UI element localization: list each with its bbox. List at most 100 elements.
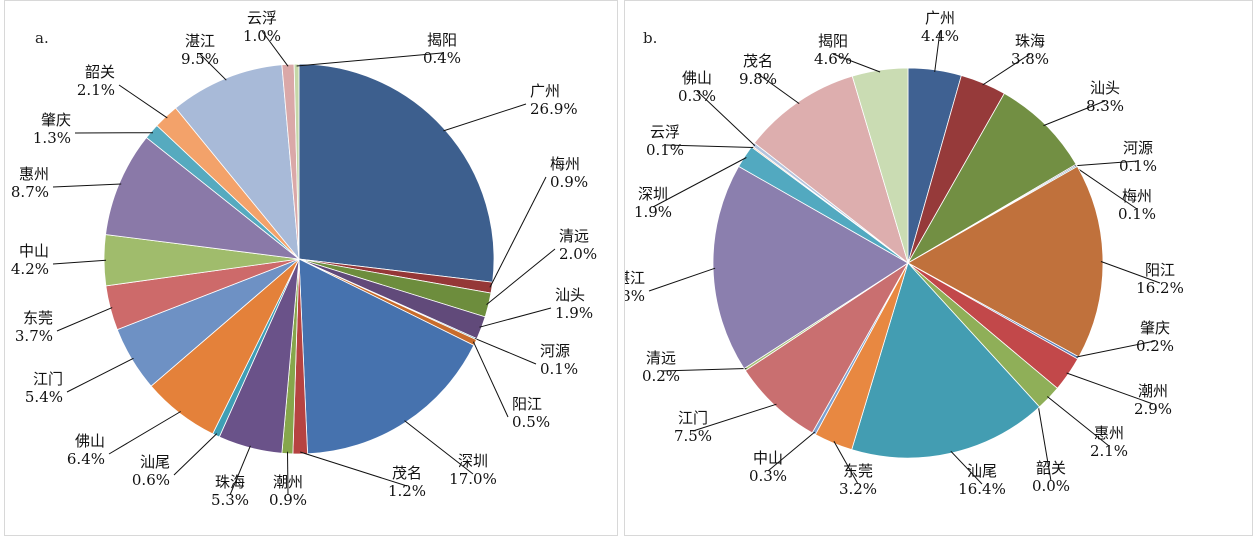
slice-b-4-value-label: 0.1% bbox=[1118, 205, 1156, 223]
slice-b-11-name-label: 东莞 bbox=[843, 462, 873, 480]
slice-b-14-value-label: 0.2% bbox=[642, 367, 680, 385]
slice-b-18-name-label: 佛山 bbox=[682, 69, 712, 87]
slice-b-3-name-label: 河源 bbox=[1123, 139, 1153, 157]
slice-a-14-name-label: 中山 bbox=[19, 242, 49, 260]
slice-a-15-name-label: 惠州 bbox=[19, 165, 49, 183]
slice-b-16-name-label: 深圳 bbox=[638, 185, 668, 203]
slice-b-17-name-label: 云浮 bbox=[650, 123, 680, 141]
slice-a-12-leader-line bbox=[66, 357, 134, 393]
slice-b-14-name-label: 清远 bbox=[646, 349, 676, 367]
slice-a-1-name-label: 梅州 bbox=[550, 155, 580, 173]
slice-b-15-value-label: 17.3% bbox=[625, 287, 645, 305]
slice-b-5-name-label: 阳江 bbox=[1145, 261, 1175, 279]
slice-a-11-leader-line bbox=[108, 411, 181, 455]
slice-a-6 bbox=[298, 258, 475, 455]
slice-b-15 bbox=[712, 165, 909, 370]
slice-b-19-leader-line bbox=[757, 73, 800, 105]
slice-a-4-leader-line bbox=[474, 337, 537, 365]
slice-a-17-name-label: 韶关 bbox=[85, 63, 115, 81]
slice-b-17-value-label: 0.1% bbox=[646, 141, 684, 159]
slice-b-20-leader-line bbox=[832, 53, 881, 73]
slice-b-2 bbox=[906, 92, 1077, 265]
slice-b-9-leader-line bbox=[1037, 405, 1052, 482]
slice-a-20 bbox=[293, 63, 300, 260]
slice-a-8-value-label: 0.9% bbox=[269, 491, 307, 509]
slice-b-0-leader-line bbox=[934, 30, 941, 72]
slice-b-1-leader-line bbox=[982, 53, 1031, 86]
slice-b-16-leader-line bbox=[652, 157, 747, 208]
slice-a-13-leader-line bbox=[56, 307, 113, 332]
slice-a-11-name-label: 佛山 bbox=[75, 432, 105, 450]
slice-a-2-name-label: 清远 bbox=[559, 227, 589, 245]
slice-a-4-name-label: 河源 bbox=[540, 342, 570, 360]
slice-b-3-leader-line bbox=[1074, 160, 1139, 167]
slice-a-14-value-label: 4.2% bbox=[11, 260, 49, 278]
slice-a-18-leader-line bbox=[199, 53, 227, 81]
slice-b-11-leader-line bbox=[833, 440, 859, 485]
slice-a-12-name-label: 江门 bbox=[33, 370, 63, 388]
slice-b-5-value-label: 16.2% bbox=[1136, 279, 1184, 297]
slice-b-14-leader-line bbox=[660, 368, 747, 372]
slice-a-20-value-label: 0.4% bbox=[423, 49, 461, 67]
slice-b-10 bbox=[851, 262, 1041, 459]
slice-b-12-leader-line bbox=[767, 431, 816, 472]
slice-a-18-name-label: 湛江 bbox=[185, 32, 215, 50]
slice-a-1-value-label: 0.9% bbox=[550, 173, 588, 191]
slice-a-15-value-label: 8.7% bbox=[11, 183, 49, 201]
slice-a-19-name-label: 云浮 bbox=[247, 9, 277, 27]
slice-a-19-value-label: 1.0% bbox=[243, 27, 281, 45]
slice-a-8-name-label: 潮州 bbox=[273, 473, 303, 491]
slice-b-9-name-label: 韶关 bbox=[1036, 459, 1066, 477]
slice-b-19-name-label: 茂名 bbox=[743, 52, 773, 70]
slice-a-7-leader-line bbox=[300, 451, 408, 487]
slice-b-8-value-label: 2.1% bbox=[1090, 442, 1128, 460]
chart-panel-b: b. 广州 4.4% 珠海 3.8% 汕头 8.3% 河源 0.1% 梅州 0.1% 阳江 16.2%… bbox=[624, 0, 1253, 536]
slice-b-3-value-label: 0.1% bbox=[1119, 157, 1157, 175]
slice-a-15-leader-line bbox=[52, 183, 122, 188]
slice-b-19-value-label: 9.8% bbox=[739, 70, 777, 88]
slice-a-1-leader-line bbox=[489, 176, 547, 288]
slice-a-20-name-label: 揭阳 bbox=[427, 31, 457, 49]
slice-b-18-value-label: 0.3% bbox=[678, 87, 716, 105]
slice-b-10-name-label: 汕尾 bbox=[967, 462, 997, 480]
slice-a-13-name-label: 东莞 bbox=[23, 309, 53, 327]
slice-b-5-leader-line bbox=[1100, 261, 1161, 284]
slice-a-17-value-label: 2.1% bbox=[77, 81, 115, 99]
slice-a-6-leader-line bbox=[404, 420, 474, 475]
slice-a-9-name-label: 珠海 bbox=[215, 473, 245, 491]
slice-b-6-name-label: 肇庆 bbox=[1140, 319, 1170, 337]
slice-a-20-leader-line bbox=[296, 52, 443, 67]
slice-a-10-leader-line bbox=[173, 433, 218, 476]
slice-b-0-value-label: 4.4% bbox=[921, 27, 959, 45]
slice-b-15-leader-line bbox=[648, 267, 716, 292]
slice-a-18 bbox=[175, 64, 300, 261]
slice-b-5 bbox=[907, 165, 1104, 358]
slice-a-7-name-label: 茂名 bbox=[392, 464, 422, 482]
slice-b-2-leader-line bbox=[1043, 100, 1106, 127]
slice-b-7-name-label: 潮州 bbox=[1138, 382, 1168, 400]
slice-a-5-leader-line bbox=[472, 341, 509, 418]
slice-a-0-leader-line bbox=[443, 103, 527, 132]
slice-b-18-leader-line bbox=[696, 90, 756, 146]
slice-a-17-leader-line bbox=[118, 84, 168, 119]
slice-a-2-value-label: 2.0% bbox=[559, 245, 597, 263]
slice-a-14-leader-line bbox=[52, 259, 107, 265]
slice-b-20-value-label: 4.6% bbox=[814, 50, 852, 68]
slice-a-4-value-label: 0.1% bbox=[540, 360, 578, 378]
slice-a-13-value-label: 3.7% bbox=[15, 327, 53, 345]
slice-b-7-value-label: 2.9% bbox=[1134, 400, 1172, 418]
slice-b-4-leader-line bbox=[1075, 166, 1138, 210]
slice-a-8-leader-line bbox=[287, 451, 289, 496]
slice-a-6-value-label: 17.0% bbox=[449, 470, 497, 488]
slice-a-19-leader-line bbox=[261, 30, 289, 67]
slice-b-20-name-label: 揭阳 bbox=[818, 32, 848, 50]
slice-a-16-name-label: 肇庆 bbox=[41, 111, 71, 129]
slice-b-2-name-label: 汕头 bbox=[1090, 79, 1120, 97]
slice-a-0-name-label: 广州 bbox=[530, 82, 560, 100]
panel-label-a: a. bbox=[35, 29, 49, 47]
slice-b-13-value-label: 7.5% bbox=[674, 427, 712, 445]
pie-chart-a: 广州26.9%梅州0.9%清远2.0%汕头1.9%河源0.1%阳江0.5%深圳1… bbox=[11, 9, 597, 509]
slice-a-16-value-label: 1.3% bbox=[33, 129, 71, 147]
slice-b-20 bbox=[851, 67, 909, 264]
slice-a-5-value-label: 0.5% bbox=[512, 413, 550, 431]
